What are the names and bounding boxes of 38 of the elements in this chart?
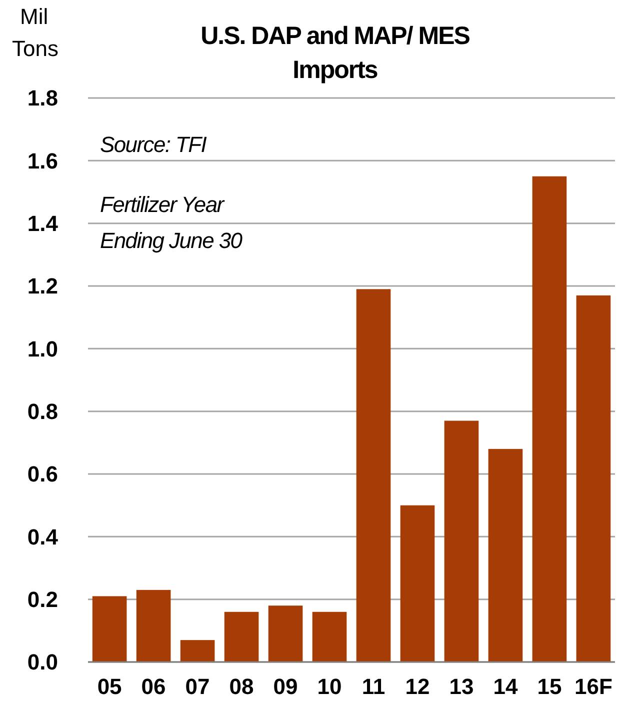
y-tick-label: 0.0 [27,650,58,675]
bar [576,295,611,662]
y-tick-label: 1.4 [27,211,59,236]
x-tick-label: 05 [97,674,122,699]
y-tick-label: 1.6 [27,148,58,174]
bar [488,448,523,662]
y-tick-label: 0.4 [27,524,59,550]
x-tick-label: 12 [405,674,430,699]
y-tick-label: 1.8 [27,86,58,111]
bar [312,612,347,662]
annotation: Source: TFI [100,132,207,157]
x-tick-label: 13 [449,674,474,699]
bar [92,596,127,662]
y-tick-label: 0.8 [27,399,58,424]
annotation: Fertilizer Year Ending June 30 [100,192,244,253]
bar [400,505,435,662]
y-axis-title: Mil Tons [12,4,58,61]
bar [356,289,391,662]
x-tick-label: 08 [229,674,254,699]
x-tick-label: 14 [493,674,518,699]
bar [444,420,479,662]
x-tick-label: 16F [574,674,612,699]
x-tick-label: 15 [537,674,562,699]
y-tick-label: 0.6 [27,462,58,487]
y-tick-label: 1.0 [27,336,58,362]
x-tick-label: 06 [141,674,166,699]
x-tick-label: 07 [185,674,210,699]
bar [532,176,567,662]
bar [180,640,215,662]
bar [136,590,171,662]
x-tick-label: 10 [317,674,342,699]
bar [268,606,303,662]
y-tick-label: 1.2 [27,274,58,299]
bar [224,612,259,662]
y-tick-label: 0.2 [27,587,58,612]
x-tick-label: 09 [273,674,298,699]
x-tick-label: 11 [362,674,386,699]
chart-title: U.S. DAP and MAP/ MES Imports [200,22,470,84]
